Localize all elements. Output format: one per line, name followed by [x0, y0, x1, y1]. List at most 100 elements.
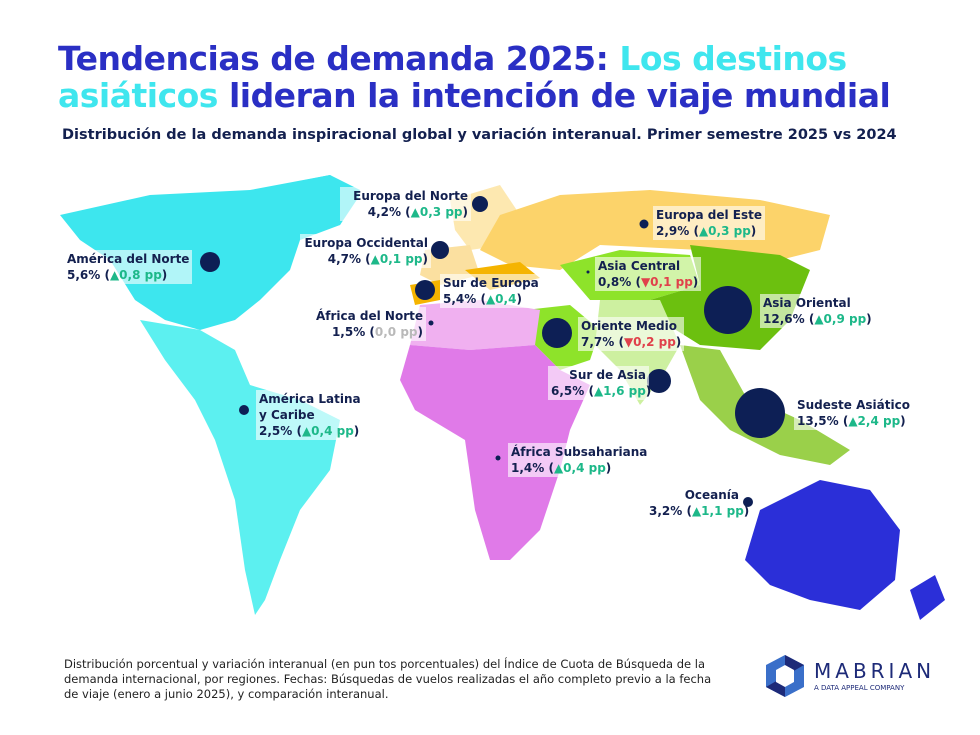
- change-value: ▲0,4 pp: [301, 424, 354, 438]
- region-name: Sudeste Asiático: [797, 398, 910, 412]
- label-sur-de-europa: Sur de Europa 5,4% (▲0,4): [440, 274, 542, 308]
- label-africa-del-norte: África del Norte 1,5% (0,0 pp): [312, 307, 426, 341]
- marker-africa-subsahariana: [495, 455, 501, 461]
- region-name: Europa del Este: [656, 208, 763, 222]
- region-name: Sur de Asia: [569, 368, 646, 382]
- region-name: América Latina y Caribe: [259, 392, 361, 422]
- region-value: 5,4% (▲0,4): [443, 292, 522, 306]
- region-name: Europa Occidental: [304, 236, 428, 250]
- marker-sur-de-asia: [647, 369, 671, 393]
- label-oriente-medio: Oriente Medio 7,7% (▼0,2 pp): [578, 317, 685, 351]
- label-sudeste-asiatico: Sudeste Asiático 13,5% (▲2,4 pp): [794, 396, 913, 430]
- share-value: 4,2%: [367, 205, 401, 219]
- region-name: Asia Central: [598, 259, 681, 273]
- region-value: 2,9% (▲0,3 pp): [656, 224, 757, 238]
- share-value: 6,5%: [551, 384, 585, 398]
- region-value: 3,2% (▲1,1 pp): [649, 504, 750, 518]
- share-value: 3,2%: [649, 504, 683, 518]
- share-value: 0,8%: [598, 275, 632, 289]
- label-europa-del-este: Europa del Este 2,9% (▲0,3 pp): [653, 206, 766, 240]
- region-name: Oceanía: [684, 488, 739, 502]
- share-value: 2,5%: [259, 424, 293, 438]
- footnote: Distribución porcentual y variación inte…: [64, 657, 712, 701]
- label-america-del-norte: América del Norte 5,6% (▲0,8 pp): [64, 250, 193, 284]
- region-name: Europa del Norte: [353, 189, 468, 203]
- label-africa-subsahariana: África Subsahariana 1,4% (▲0,4 pp): [508, 443, 651, 477]
- marker-america-del-norte: [200, 252, 220, 272]
- marker-america-latina-y-caribe: [239, 405, 249, 415]
- region-value: 1,5% (0,0 pp): [331, 325, 423, 339]
- share-value: 1,4%: [511, 461, 545, 475]
- marker-asia-oriental: [704, 286, 752, 334]
- region-latin-america: [140, 320, 340, 615]
- region-value: 4,2% (▲0,3 pp): [367, 205, 468, 219]
- label-asia-central: Asia Central 0,8% (▼0,1 pp): [595, 257, 702, 291]
- change-value: ▲0,9 pp: [814, 312, 867, 326]
- region-north-africa: [410, 300, 540, 350]
- region-subsaharan-africa: [400, 345, 590, 560]
- marker-sur-de-europa: [415, 280, 435, 300]
- share-value: 12,6%: [763, 312, 805, 326]
- marker-sudeste-asiatico: [735, 388, 785, 438]
- marker-europa-del-este: [639, 219, 649, 229]
- label-asia-oriental: Asia Oriental 12,6% (▲0,9 pp): [760, 294, 875, 328]
- label-europa-del-norte: Europa del Norte 4,2% (▲0,3 pp): [340, 187, 471, 221]
- region-value: 1,4% (▲0,4 pp): [511, 461, 612, 475]
- change-value: 0,0 pp: [374, 325, 418, 339]
- share-value: 1,5%: [331, 325, 366, 339]
- label-europa-occidental: Europa Occidental 4,7% (▲0,1 pp): [300, 234, 431, 268]
- marker-oceania: [743, 497, 753, 507]
- region-name: Sur de Europa: [443, 276, 539, 290]
- region-value: 12,6% (▲0,9 pp): [763, 312, 872, 326]
- region-oceania: [745, 480, 945, 620]
- change-value: ▲0,3 pp: [698, 224, 751, 238]
- region-name: África del Norte: [315, 309, 423, 323]
- region-value: 13,5% (▲2,4 pp): [797, 414, 906, 428]
- page-title: Tendencias de demanda 2025: Los destinos…: [58, 40, 938, 114]
- change-value: ▲0,3 pp: [410, 205, 463, 219]
- title-highlight: Los destinos asiáticos: [58, 39, 847, 115]
- change-value: ▲2,4 pp: [848, 414, 901, 428]
- share-value: 5,6%: [67, 268, 101, 282]
- change-value: ▲1,6 pp: [593, 384, 646, 398]
- label-sur-de-asia: Sur de Asia 6,5% (▲1,6 pp): [548, 366, 652, 400]
- region-value: 0,8% (▼0,1 pp): [598, 275, 699, 289]
- marker-europa-del-norte: [472, 196, 488, 212]
- marker-europa-occidental: [431, 241, 449, 259]
- change-value: ▲0,4 pp: [553, 461, 606, 475]
- share-value: 13,5%: [797, 414, 839, 428]
- logo-name: MABRIAN: [814, 659, 936, 683]
- label-america-latina-y-caribe: América Latina y Caribe 2,5% (▲0,4 pp): [256, 390, 372, 440]
- change-value: ▲0,8 pp: [109, 268, 162, 282]
- mabrian-logo-icon: [766, 655, 804, 697]
- marker-asia-central: [586, 270, 590, 274]
- region-name: Asia Oriental: [763, 296, 851, 310]
- region-value: 2,5% (▲0,4 pp): [259, 424, 360, 438]
- share-value: 4,7%: [327, 252, 361, 266]
- region-value: 7,7% (▼0,2 pp): [581, 335, 682, 349]
- region-value: 4,7% (▲0,1 pp): [327, 252, 428, 266]
- title-part1: Tendencias de demanda 2025:: [58, 39, 620, 78]
- marker-africa-del-norte: [428, 320, 434, 326]
- mabrian-logo: MABRIAN A DATA APPEAL COMPANY: [762, 653, 942, 699]
- subtitle: Distribución de la demanda inspiracional…: [62, 127, 897, 143]
- share-value: 2,9%: [656, 224, 690, 238]
- region-name: África Subsahariana: [511, 445, 648, 459]
- change-value: ▲1,1 pp: [691, 504, 744, 518]
- title-part2: lideran la intención de viaje mundial: [217, 76, 891, 115]
- region-value: 6,5% (▲1,6 pp): [551, 384, 652, 398]
- change-value: ▲0,1 pp: [370, 252, 423, 266]
- share-value: 5,4%: [443, 292, 477, 306]
- region-southern-europe: [410, 262, 540, 305]
- label-oceania: Oceanía 3,2% (▲1,1 pp): [646, 486, 750, 520]
- region-value: 5,6% (▲0,8 pp): [67, 268, 168, 282]
- marker-oriente-medio: [542, 318, 572, 348]
- logo-tagline: A DATA APPEAL COMPANY: [814, 684, 905, 692]
- share-value: 7,7%: [581, 335, 615, 349]
- change-value: ▲0,4: [485, 292, 517, 306]
- region-name: Oriente Medio: [581, 319, 677, 333]
- change-value: ▼0,2 pp: [623, 335, 676, 349]
- change-value: ▼0,1 pp: [640, 275, 693, 289]
